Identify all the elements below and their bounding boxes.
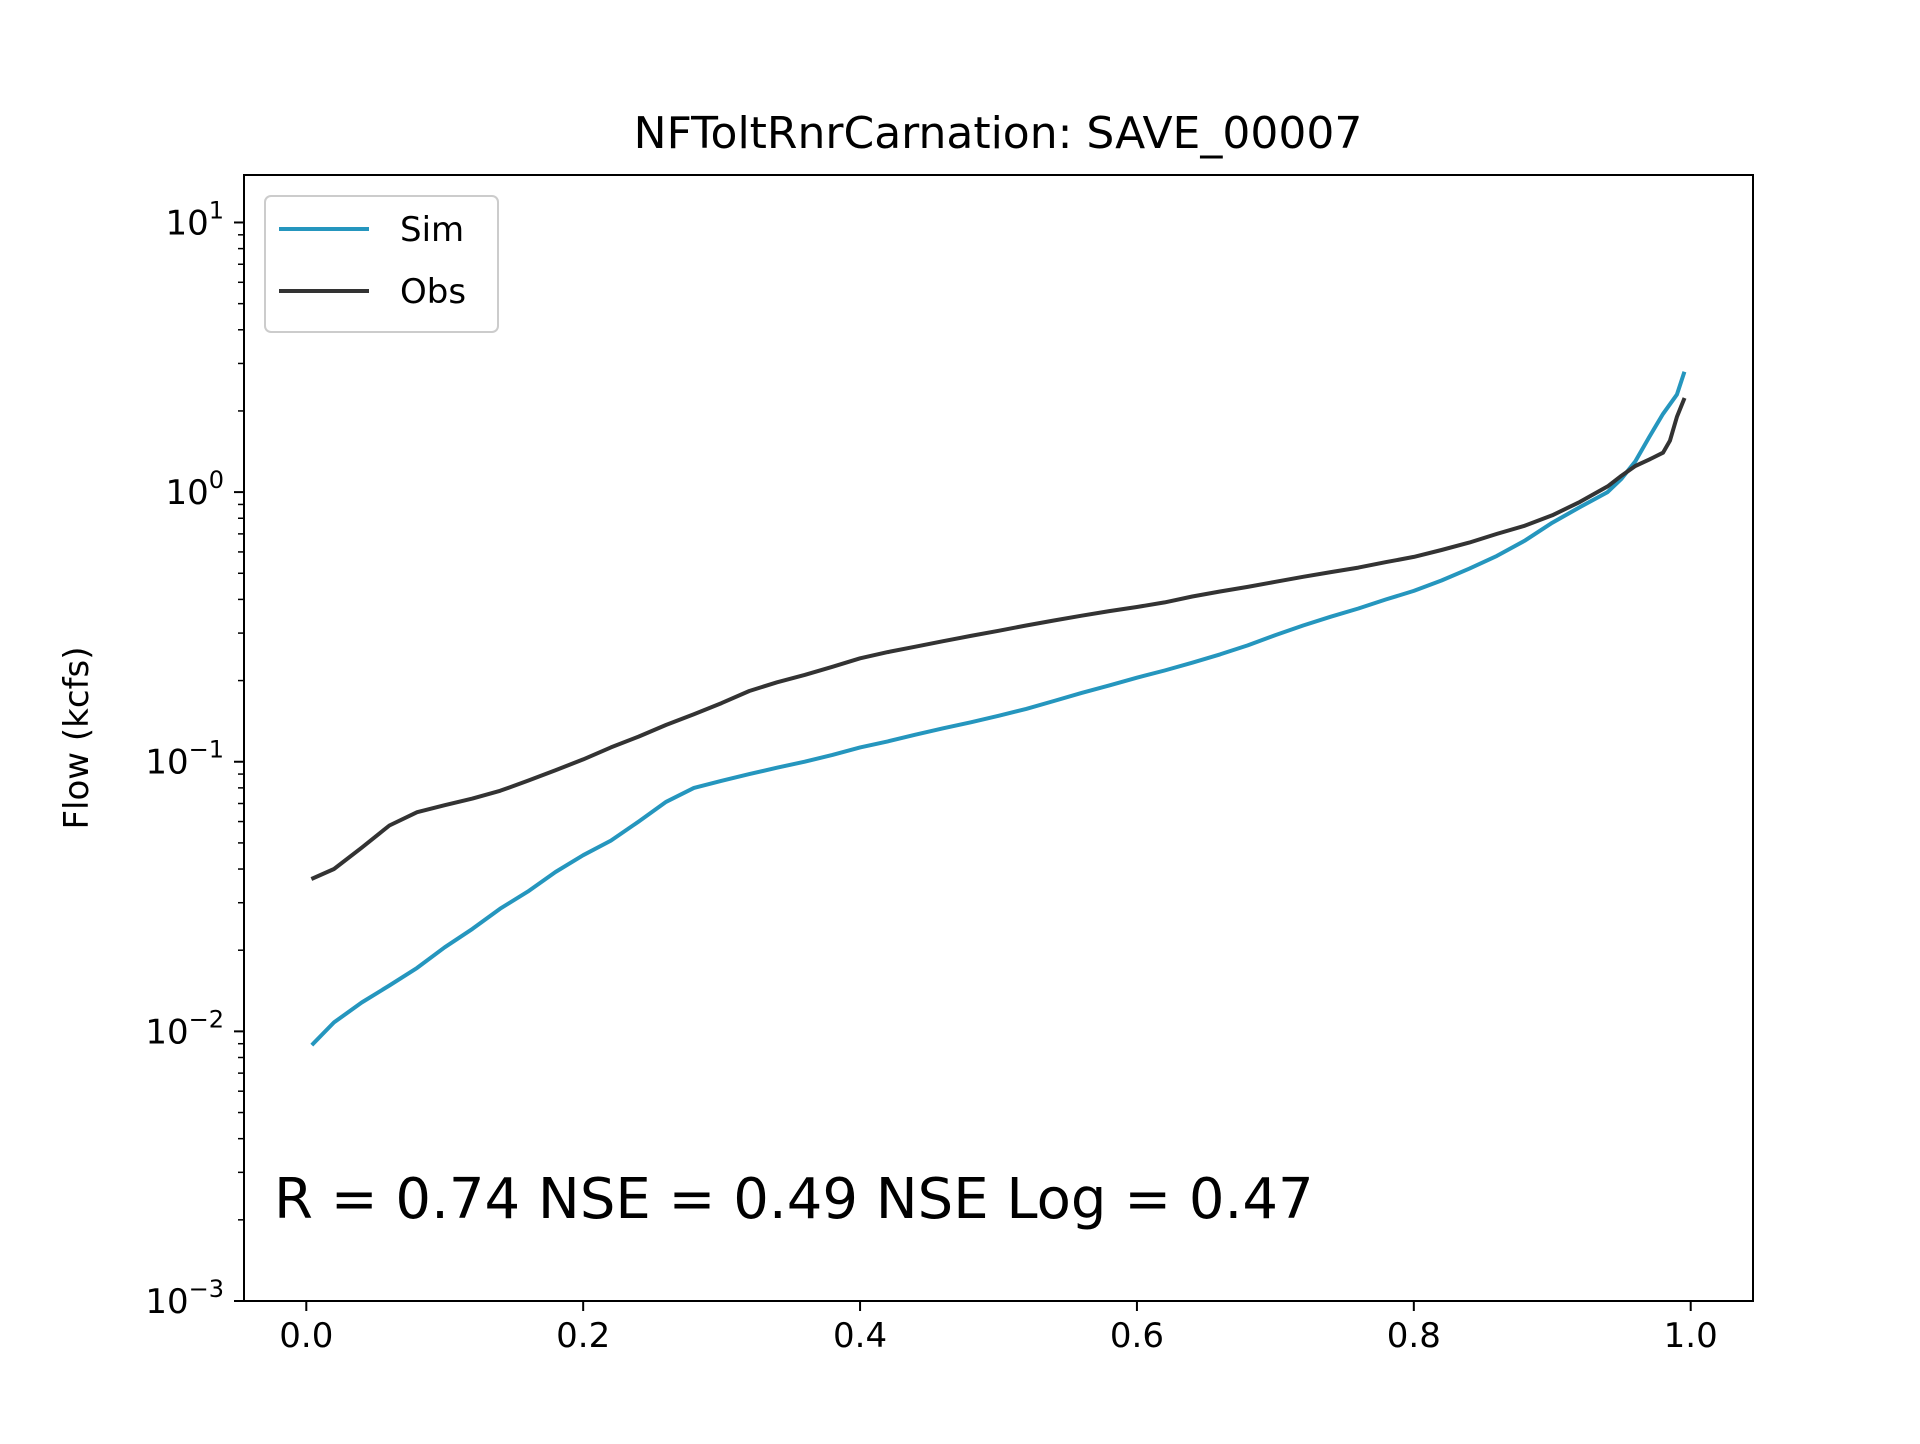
ticks-layer: 0.0 0.2 0.4 0.6 0.8 1.0 10−3 10−2 10−1 100 101 [145, 196, 1717, 1356]
y-tick-label: 10−1 [145, 736, 224, 783]
y-tick-label: 100 [165, 466, 224, 513]
x-tick-label: 0.0 [279, 1316, 333, 1356]
legend: Sim Obs [264, 195, 499, 333]
chart-title: NFToltRnrCarnation: SAVE_00007 [634, 108, 1363, 159]
x-tick-label: 1.0 [1664, 1316, 1718, 1356]
y-axis-label: Flow (kcfs) [57, 646, 97, 829]
legend-label-sim: Sim [400, 210, 464, 250]
y-tick-label: 10−3 [145, 1275, 224, 1322]
legend-label-obs: Obs [400, 272, 466, 312]
x-tick-label: 0.6 [1110, 1316, 1164, 1356]
series-line-sim [310, 371, 1687, 1047]
series-layer [310, 371, 1687, 1047]
y-tick-label: 101 [165, 196, 224, 243]
series-line-obs [310, 397, 1687, 881]
plot-frame [243, 174, 1754, 1302]
stats-annotation: R = 0.74 NSE = 0.49 NSE Log = 0.47 [274, 1167, 1314, 1232]
y-tick-label: 10−2 [145, 1005, 224, 1052]
x-tick-label: 0.8 [1387, 1316, 1441, 1356]
x-tick-label: 0.4 [833, 1316, 887, 1356]
x-tick-label: 0.2 [556, 1316, 610, 1356]
